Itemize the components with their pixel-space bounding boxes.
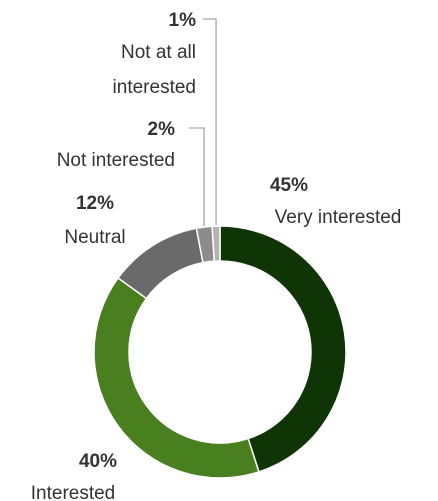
leader-line-not-interested <box>189 127 205 227</box>
slice-neutral <box>117 227 204 300</box>
category-label-very-interested: Very interested <box>275 207 402 228</box>
value-label-not-at-all-interested: 1% <box>169 10 197 31</box>
labels-layer: 45% Very interested 40% Interested 12% Neutra… <box>31 10 402 501</box>
category-label-neutral: Neutral <box>64 227 125 248</box>
slice-interested <box>93 276 260 479</box>
category-label-not-at-all-interested-line-2: interested <box>113 77 196 98</box>
leader-line-not-at-all-interested <box>203 18 217 226</box>
value-label-interested: 40% <box>79 451 117 472</box>
category-label-not-interested: Not interested <box>57 150 175 171</box>
slices-layer <box>93 225 347 479</box>
value-label-neutral: 12% <box>76 193 114 214</box>
slice-very-interested <box>219 225 347 473</box>
leader-lines-layer <box>189 18 217 227</box>
value-label-very-interested: 45% <box>270 175 308 196</box>
value-label-not-interested: 2% <box>148 119 176 140</box>
category-label-interested: Interested <box>31 483 116 501</box>
slice-not-at-all-interested <box>211 225 221 262</box>
category-label-not-at-all-interested-line-1: Not at all <box>121 42 196 63</box>
